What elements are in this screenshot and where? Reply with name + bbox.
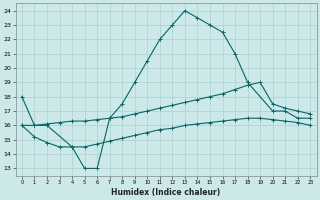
- X-axis label: Humidex (Indice chaleur): Humidex (Indice chaleur): [111, 188, 221, 197]
